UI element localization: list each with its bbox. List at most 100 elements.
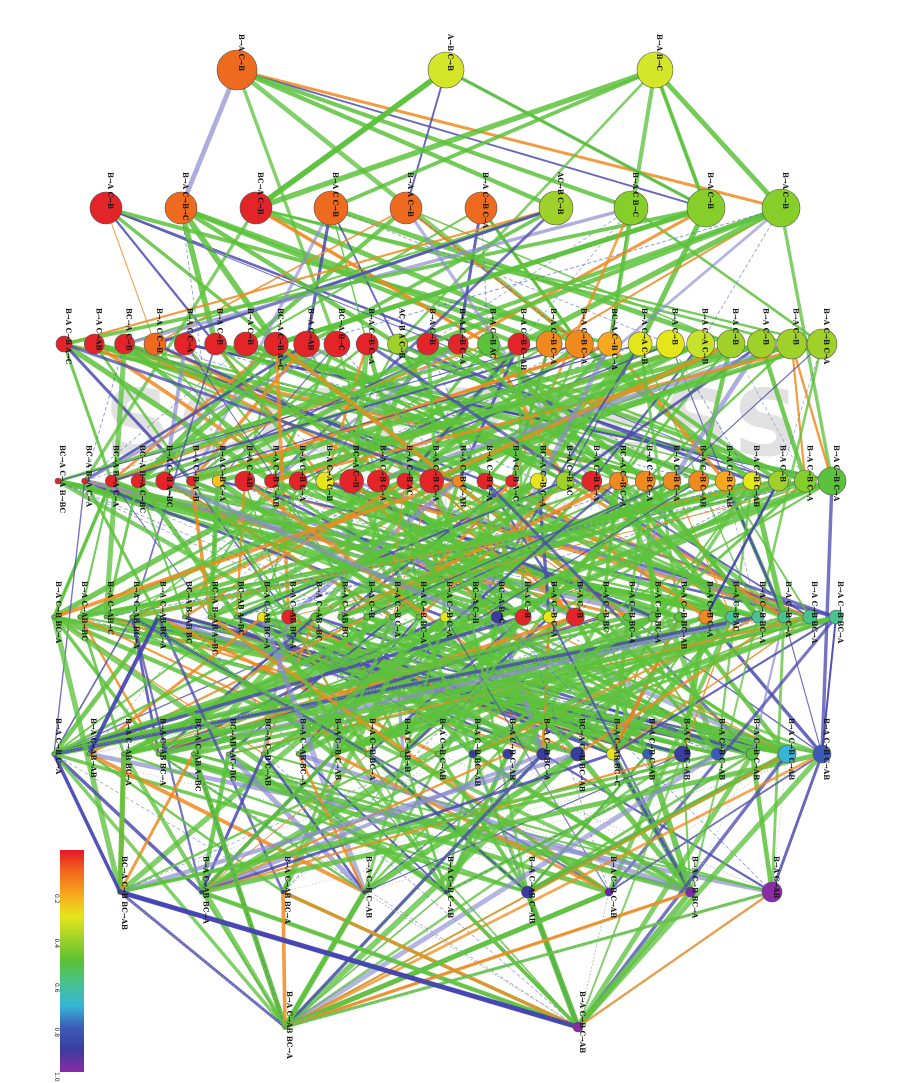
graph-edge [62,206,708,346]
node-circle [363,613,371,621]
node-label: B→A B→C [655,34,664,71]
node-label: B→A C→AB BC [341,581,350,638]
graph-edge-faint [201,753,369,893]
graph-edge [178,67,240,211]
lattice-node: B→A C→B C→A [211,445,227,502]
node-label: BC→AB→AC→BC [229,718,238,782]
lattice-node: B→A C→B C→AB [264,445,281,507]
node-circle [507,332,531,356]
node-circle [129,614,135,620]
lattice-node: B→A C→B AC [396,445,414,496]
node-label: B→A C→B A→C [512,445,521,502]
node-label: BC→A B→C [497,581,506,624]
node-label: B→A C→B [792,308,801,345]
graph-edge [671,343,823,482]
graph-edge [110,342,581,483]
graph-edge [770,752,824,894]
node-circle [538,190,574,226]
graph-edge-faint [210,616,578,755]
node-label: B→A C→B C→A [54,718,63,775]
graph-edge [305,206,333,346]
graph-edge-faint [364,891,579,1028]
graph-edge [158,753,579,1028]
lattice-node: B→A C→AB BC→A [156,718,168,786]
graph-edge [119,753,439,893]
lattice-node: B→A C→B→C [164,172,198,225]
node-label: B→A C→B BC→A [758,581,767,644]
graph-edge [444,68,708,210]
lattice-node: B→A C→B [363,581,376,621]
node-circle [604,887,614,897]
lattice-node: B→A C→B BC→A [685,856,700,919]
lattice-node: B→A C→B BC→A [415,581,428,644]
node-circle [555,471,575,491]
node-label: B→A C→B A→BC [165,445,174,508]
node-label: BC→AB A→BC [237,581,246,636]
lattice-node: B→A C→B C→A [581,445,603,502]
graph-edge [282,751,581,1030]
lattice-node: BC→A C→B [467,581,480,624]
node-label: B→A C→B C→AB [752,445,761,507]
graph-edge [617,342,733,483]
node-circle [330,751,336,757]
graph-edge [53,480,673,755]
graph-edge [574,751,694,895]
lattice-node: B→A C→AB [761,856,783,903]
lattice-node: BC→A B→AB BC [182,581,193,644]
graph-edge [253,205,582,347]
node-label: B→A C→B AC [732,581,741,632]
lattice-node: BC→A B→A C→A [81,445,94,507]
lattice-node: B→A C→AB BC→A [296,718,307,786]
graph-edge [188,341,461,484]
node-label: BC→A C→B C→A [610,308,619,371]
graph-edge [263,753,579,1028]
node-circle [103,614,109,620]
lattice-node: B→A C→B C→A [777,581,793,638]
graph-edge [51,614,449,895]
lattice-node: B→A C→AB [84,308,105,355]
graph-edge [84,480,718,755]
graph-edge [77,478,808,620]
lattice-node: B→A C→B C→A [817,445,847,502]
node-label: B→A C→B [706,172,715,209]
lattice-node: B→A C→AB [293,308,320,358]
node-label: B→A C→B [106,172,115,209]
node-label: AC→B C→B [556,171,565,215]
graph-edge [261,480,300,618]
lattice-node: BC→A C→AB A→BC [191,718,203,792]
lattice-node: B→A C→B C→A [535,308,563,365]
node-circle [310,612,320,622]
node-label: B→A C→AB [772,856,781,899]
lattice-node: BC→A B→C [323,308,351,358]
node-label: B→A C→B C→A [592,445,601,502]
graph-edge-faint [282,891,579,1028]
node-circle [751,610,765,624]
lattice-node: B→A C→AB→BC [310,581,324,641]
lattice-node: B→A C→B C→AB [434,718,447,780]
node-circle [606,747,619,761]
lattice-node: B→A C→AB BC→A [156,581,167,649]
lattice-node: B→A C→AB BC→A [281,581,298,649]
graph-edge [104,615,693,894]
graph-edge [244,206,483,346]
color-scale-tick-label: 0.8 [53,1028,60,1038]
node-label: B→A C→B BC→A [419,581,428,644]
node-circle [281,609,296,625]
graph-edge [283,752,684,1029]
lattice-node: BC→A C→B [339,445,364,494]
graph-edge [403,342,824,483]
graph-edge [135,341,279,484]
node-circle [396,472,414,490]
graph-edge [164,343,641,482]
lattice-node: BC→AB A→BC [234,581,246,636]
node-circle [685,886,696,898]
node-circle [366,469,390,493]
lattice-node: B→A C→B AC [477,308,500,359]
graph-edge [53,616,785,755]
node-circle [542,610,556,624]
graph-edge [104,478,594,620]
lattice-node: B→A C→B C→A [389,581,402,638]
node-label: BC→A C→B C→A [538,445,547,508]
graph-edge [62,342,838,619]
node-circle [155,471,175,491]
